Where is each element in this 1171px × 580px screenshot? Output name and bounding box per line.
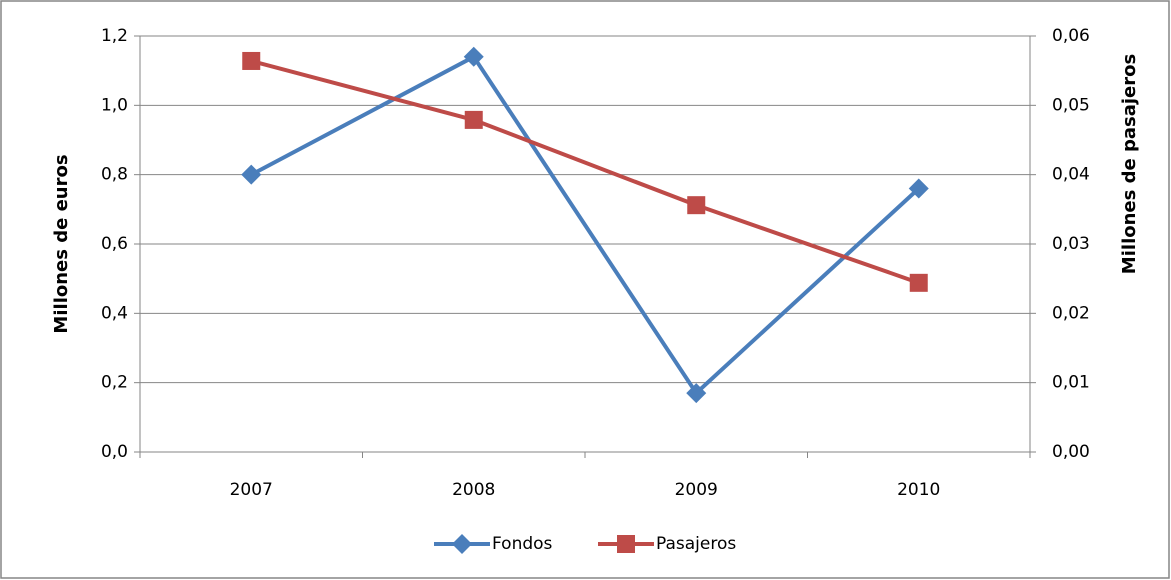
y2-tick-label: 0,00 xyxy=(1052,442,1090,462)
data-point xyxy=(463,46,484,67)
y-axis-title: Millones de euros xyxy=(51,154,72,333)
y-tick-label: 1,0 xyxy=(101,95,128,115)
data-point xyxy=(464,110,483,129)
legend-marker xyxy=(452,534,472,554)
y-tick-label: 1,2 xyxy=(101,26,128,46)
y2-tick-label: 0,03 xyxy=(1052,234,1090,254)
y-tick-label: 0,2 xyxy=(101,373,128,393)
y2-tick-label: 0,01 xyxy=(1052,373,1090,393)
series-line xyxy=(250,54,921,396)
data-point xyxy=(686,383,707,404)
series-line xyxy=(250,59,920,285)
y2-tick-label: 0,04 xyxy=(1052,165,1090,185)
x-tick-label: 2009 xyxy=(675,480,718,500)
data-point xyxy=(909,273,928,292)
legend-label: Fondos xyxy=(492,534,553,554)
x-tick-label: 2008 xyxy=(452,480,495,500)
y2-axis-title: Millones de pasajeros xyxy=(1119,54,1140,274)
x-tick-label: 2010 xyxy=(897,480,940,500)
x-tick-label: 2007 xyxy=(230,480,273,500)
y-tick-label: 0,4 xyxy=(101,303,128,323)
data-point xyxy=(241,164,262,185)
data-point xyxy=(687,196,706,215)
y2-tick-label: 0,02 xyxy=(1052,303,1090,323)
y-tick-label: 0,0 xyxy=(101,442,128,462)
data-point xyxy=(908,178,929,199)
y-tick-label: 0,8 xyxy=(101,165,128,185)
y2-tick-label: 0,05 xyxy=(1052,95,1090,115)
y-tick-label: 0,6 xyxy=(101,234,128,254)
y2-tick-label: 0,06 xyxy=(1052,26,1090,46)
legend-marker xyxy=(617,535,635,553)
legend-label: Pasajeros xyxy=(656,534,736,554)
data-point xyxy=(242,51,261,70)
